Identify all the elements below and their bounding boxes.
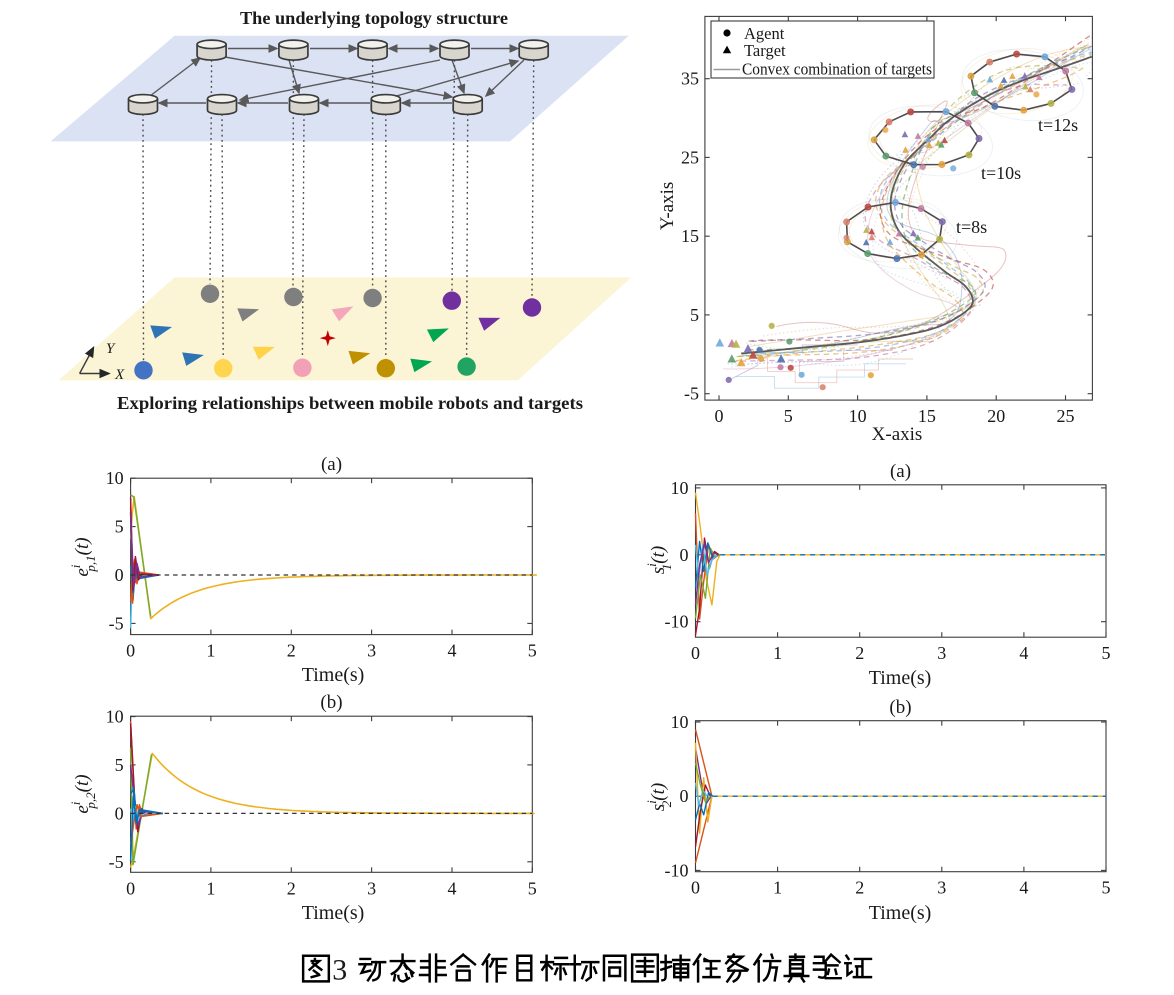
svg-text:5: 5: [115, 517, 124, 537]
svg-text:t=10s: t=10s: [981, 163, 1021, 183]
svg-text:1: 1: [773, 643, 782, 663]
svg-text:25: 25: [681, 147, 699, 167]
svg-text:0: 0: [115, 803, 124, 823]
svg-text:Y: Y: [106, 341, 116, 357]
svg-text:0: 0: [115, 565, 124, 585]
svg-text:10: 10: [671, 712, 689, 732]
svg-text:15: 15: [681, 226, 699, 246]
svg-text:0: 0: [680, 786, 689, 806]
svg-text:1: 1: [773, 878, 782, 898]
svg-text:0: 0: [680, 545, 689, 565]
svg-text:4: 4: [1019, 643, 1028, 663]
svg-text:Time(s): Time(s): [869, 667, 932, 689]
svg-text:(a): (a): [890, 461, 911, 482]
svg-text:4: 4: [448, 878, 457, 898]
svg-text:2: 2: [855, 878, 864, 898]
svg-text:2: 2: [287, 878, 296, 898]
svg-text:Time(s): Time(s): [869, 902, 932, 924]
svg-text:4: 4: [1019, 878, 1028, 898]
svg-text:t=8s: t=8s: [956, 217, 987, 237]
svg-text:Exploring relationships betwee: Exploring relationships between mobile r…: [117, 393, 583, 413]
svg-text:X: X: [114, 367, 125, 383]
svg-text:(b): (b): [889, 697, 911, 718]
svg-text:The underlying topology struct: The underlying topology structure: [240, 8, 508, 28]
svg-text:(a): (a): [321, 454, 342, 475]
svg-text:si2(t): si2(t): [644, 783, 674, 811]
svg-text:Time(s): Time(s): [302, 664, 365, 686]
svg-text:0: 0: [691, 643, 700, 663]
svg-text:15: 15: [918, 406, 936, 426]
svg-text:0: 0: [126, 641, 135, 661]
svg-text:0: 0: [126, 878, 135, 898]
svg-text:Target: Target: [744, 41, 786, 60]
svg-text:-5: -5: [109, 613, 124, 633]
svg-text:3: 3: [367, 641, 376, 661]
svg-text:3: 3: [367, 878, 376, 898]
svg-text:20: 20: [987, 406, 1005, 426]
svg-text:5: 5: [784, 406, 793, 426]
svg-text:si1(t): si1(t): [644, 546, 674, 574]
svg-text:-5: -5: [684, 384, 699, 404]
svg-text:5: 5: [1102, 878, 1111, 898]
svg-text:-5: -5: [109, 852, 124, 872]
svg-text:X-axis: X-axis: [872, 424, 923, 445]
svg-text:10: 10: [671, 478, 689, 498]
svg-text:3: 3: [937, 878, 946, 898]
svg-text:2: 2: [855, 643, 864, 663]
svg-text:4: 4: [448, 641, 457, 661]
svg-text:35: 35: [681, 69, 699, 89]
svg-text:25: 25: [1057, 406, 1075, 426]
svg-text:Convex combination of targets: Convex combination of targets: [742, 60, 932, 79]
svg-text:(b): (b): [320, 692, 342, 713]
svg-text:5: 5: [528, 641, 537, 661]
svg-text:3: 3: [332, 954, 347, 987]
svg-text:5: 5: [1102, 643, 1111, 663]
svg-text:5: 5: [115, 755, 124, 775]
svg-text:Y-axis: Y-axis: [657, 182, 678, 231]
svg-text:5: 5: [690, 305, 699, 325]
svg-text:10: 10: [849, 406, 867, 426]
svg-text:1: 1: [206, 878, 215, 898]
svg-text:t=12s: t=12s: [1038, 115, 1078, 135]
svg-text:-10: -10: [665, 612, 689, 632]
svg-text:5: 5: [528, 878, 537, 898]
svg-text:-10: -10: [665, 860, 689, 880]
svg-text:2: 2: [287, 641, 296, 661]
svg-text:0: 0: [691, 878, 700, 898]
svg-text:eip,1(t): eip,1(t): [68, 537, 98, 576]
svg-text:0: 0: [715, 406, 724, 426]
svg-text:1: 1: [206, 641, 215, 661]
svg-text:Time(s): Time(s): [302, 902, 365, 924]
svg-text:3: 3: [937, 643, 946, 663]
svg-text:10: 10: [106, 468, 124, 488]
svg-text:Agent: Agent: [744, 24, 785, 43]
svg-text:10: 10: [106, 707, 124, 727]
svg-text:eip,2(t): eip,2(t): [68, 774, 98, 813]
